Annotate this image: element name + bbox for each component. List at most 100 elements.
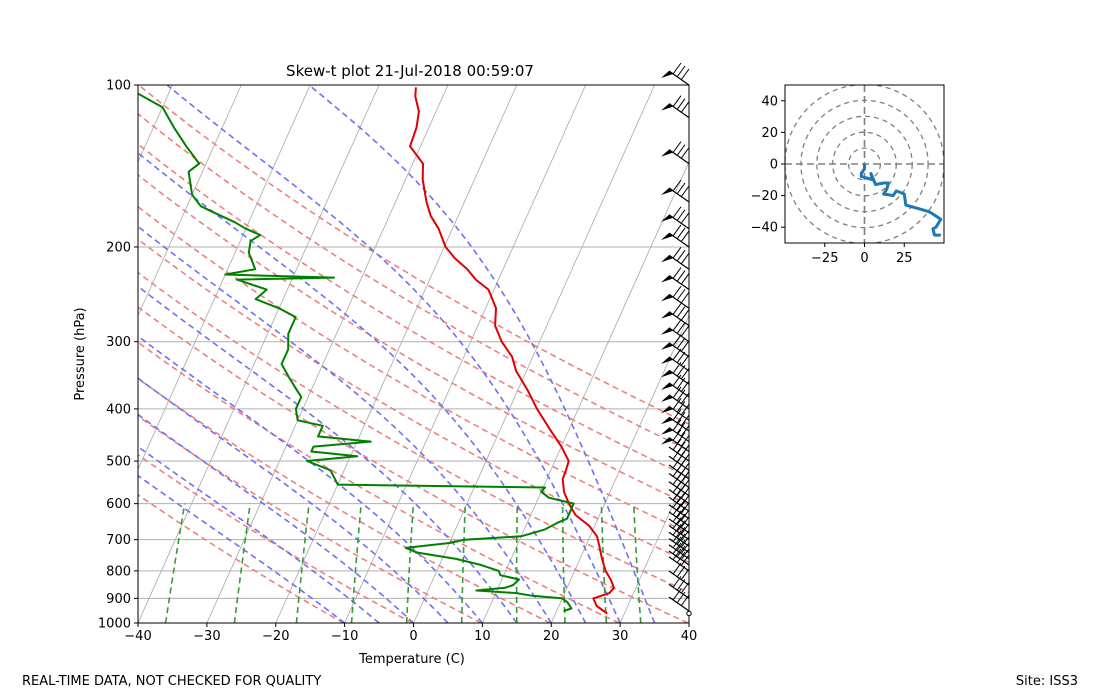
x-tick-label: 40 (681, 629, 698, 644)
wind-barb-shaft (668, 496, 690, 512)
wind-barb-shaft (668, 187, 690, 203)
wind-barb-flag (680, 291, 690, 304)
wind-barb-pennant (661, 417, 673, 425)
wind-barb-flag (680, 435, 690, 447)
wind-barb-flag (680, 542, 690, 555)
mixing-ratio-line (295, 503, 310, 623)
wind-barb-flag (676, 144, 686, 156)
wind-barb-flag (676, 364, 686, 377)
skew-t-chart: −40 −30 −20 −10 0 10 20 30 40 1000 900 800 700 600 500… (0, 62, 698, 667)
wind-barb (661, 303, 690, 327)
wind-barb-flag (676, 306, 686, 318)
wind-barb (661, 224, 690, 248)
wind-barb-shaft (668, 518, 690, 534)
wind-barb-flag (680, 594, 690, 607)
wind-barb (661, 408, 690, 432)
dry-adiabat-line (138, 271, 689, 594)
wind-barb-pennant (661, 406, 673, 414)
wind-barb (661, 348, 690, 372)
wind-barb-flag (676, 520, 686, 532)
hodograph-y-tick-label: 0 (770, 158, 778, 173)
y-axis-label: Pressure (hPa) (73, 307, 88, 400)
wind-barb-pennant (661, 255, 673, 263)
wind-barb-shaft (668, 70, 690, 86)
y-tick-label: 100 (106, 79, 131, 94)
wind-barb-shaft (668, 275, 690, 291)
wind-barb-pennant (661, 71, 673, 78)
x-tick-label: 0 (409, 629, 417, 644)
wind-barb-flag (680, 392, 690, 405)
wind-barb-flag (680, 354, 690, 367)
wind-barb-flag (680, 568, 690, 581)
wind-barb-flag (672, 267, 682, 279)
wind-barb-flag (676, 270, 686, 282)
y-tick-label: 1000 (98, 617, 131, 632)
isotherm-line (413, 85, 655, 623)
isotherm-line (138, 85, 380, 623)
wind-barb-flag (672, 419, 682, 431)
wind-barb-flag (676, 389, 686, 402)
x-tick-label: −10 (331, 629, 358, 644)
isotherm-line (481, 160, 689, 623)
wind-barb-pennant (661, 275, 673, 283)
wind-barb-flag (676, 565, 686, 578)
wind-barb-flag (672, 429, 682, 441)
isotherm-line (0, 85, 104, 623)
wind-barb-flag (672, 536, 682, 549)
moist-adiabat-line (138, 474, 346, 623)
wind-barb-shaft (668, 405, 690, 421)
wind-barb-flag (676, 288, 686, 301)
wind-barb-flag (672, 542, 682, 555)
mixing-ratio-line (515, 503, 519, 623)
wind-barb-flag (676, 432, 686, 444)
dry-adiabat-line (138, 341, 620, 623)
y-tick-label: 800 (106, 564, 131, 579)
wind-barb (661, 267, 690, 291)
wind-barb-pennant (661, 382, 673, 390)
wind-barb-flag (680, 495, 690, 507)
wind-barb-shaft (668, 342, 690, 358)
hodograph-y-tick-label: −40 (751, 221, 778, 236)
x-tick-label: −30 (193, 629, 220, 644)
wind-barb-flag (680, 101, 690, 113)
site-label: Site: ISS3 (1015, 674, 1078, 689)
wind-barb-flag (672, 398, 682, 410)
wind-barb-flag (672, 588, 682, 601)
wind-barb-shaft (668, 254, 690, 270)
isotherm-line (550, 314, 689, 623)
wind-barb-flag (672, 503, 682, 516)
wind-barb-flag (672, 489, 682, 501)
mixing-ratio-line (350, 503, 362, 623)
wind-barb-flag (672, 510, 682, 523)
wind-barb-flag (676, 492, 686, 504)
mixing-ratio-line (405, 503, 415, 623)
y-tick-label: 300 (106, 335, 131, 350)
wind-barb (661, 285, 690, 309)
wind-barb-shaft (668, 473, 690, 489)
wind-barb-flag (680, 68, 690, 81)
wind-barb-flag (676, 422, 686, 434)
x-tick-label: 20 (543, 629, 560, 644)
isotherm-line (138, 85, 311, 471)
wind-barb-flag (676, 209, 686, 222)
hodograph-chart: −25 0 25 40 20 0 −20 −40 (751, 84, 945, 266)
wind-barb-pennant (661, 214, 673, 222)
wind-barb-flag (676, 499, 686, 512)
wind-barb-pennant (661, 427, 673, 435)
wind-barb (661, 429, 690, 452)
moist-adiabat-line (138, 445, 380, 623)
wind-barb (668, 548, 690, 572)
wind-barb-shaft (668, 481, 690, 497)
wind-barb-pennant (661, 437, 673, 445)
mixing-ratio-line (460, 503, 467, 623)
wind-barb-flag (680, 425, 690, 437)
moist-adiabat-line (138, 151, 587, 623)
wind-barb-flag (680, 548, 690, 561)
wind-barb-flag (672, 141, 682, 153)
wind-barb-shaft (668, 550, 690, 566)
wind-barb-pennant (661, 232, 673, 240)
wind-barb-flag (672, 530, 682, 542)
wind-barb-flag (672, 408, 682, 421)
wind-barb-flag (676, 98, 686, 110)
